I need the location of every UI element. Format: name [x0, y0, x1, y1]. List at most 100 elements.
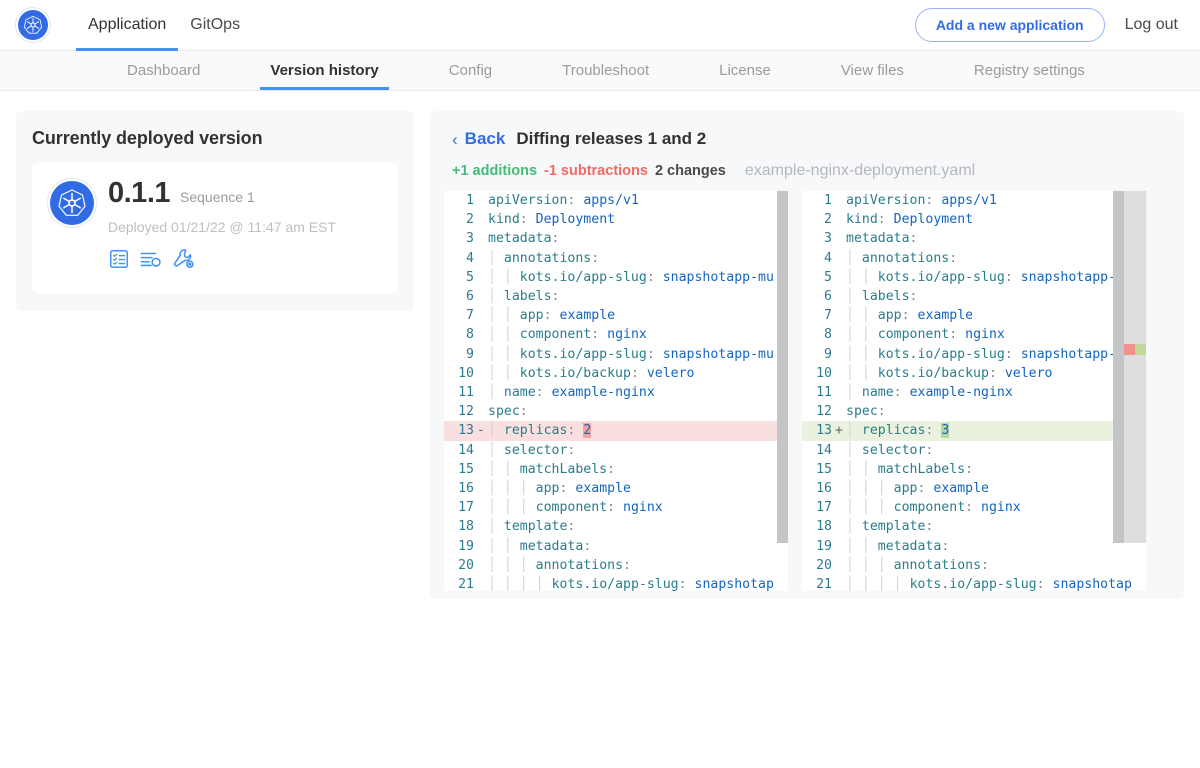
- subtab-troubleshoot[interactable]: Troubleshoot: [556, 51, 655, 90]
- code-text: │ template:: [488, 517, 788, 536]
- code-line: 14 │ selector:: [802, 441, 1146, 460]
- yaml-colon: :: [519, 212, 528, 228]
- diff-pane-right[interactable]: 1 apiVersion: apps/v1 2 kind: Deployment 3 me…: [802, 191, 1146, 591]
- line-number: 5: [466, 269, 474, 285]
- line-number: 18: [816, 519, 832, 535]
- indent-guide: │: [846, 289, 862, 305]
- line-number: 12: [816, 404, 832, 420]
- wrench-troubleshoot-icon[interactable]: [172, 248, 196, 275]
- code-line: 16 │ │ │ app: example: [444, 479, 788, 498]
- indent-guide: │: [861, 269, 878, 285]
- indent-guide: │: [519, 500, 536, 516]
- indent-guide: │: [861, 557, 878, 573]
- yaml-key: kots.io/app-slug: [877, 346, 1005, 362]
- config-checklist-icon[interactable]: [108, 248, 130, 275]
- code-line: 5 │ │ kots.io/app-slug: snapshotapp-mu: [444, 268, 788, 287]
- code-line: 12 spec:: [802, 402, 1146, 421]
- code-text: │ annotations:: [846, 249, 1146, 268]
- line-number: 10: [458, 365, 474, 381]
- yaml-colon: :: [591, 327, 600, 343]
- subtab-dashboard[interactable]: Dashboard: [121, 51, 206, 90]
- yaml-value: velero: [646, 365, 695, 381]
- subtab-license[interactable]: License: [713, 51, 777, 90]
- back-button[interactable]: ‹ Back: [452, 129, 505, 149]
- yaml-value: example: [575, 481, 631, 497]
- add-new-application-button[interactable]: Add a new application: [914, 8, 1105, 42]
- subtab-config[interactable]: Config: [443, 51, 498, 90]
- yaml-colon: :: [1004, 346, 1013, 362]
- indent-guide: │: [488, 327, 504, 343]
- yaml-colon: :: [925, 423, 934, 439]
- diff-marker: [474, 249, 488, 268]
- subtab-version-history[interactable]: Version history: [260, 51, 390, 90]
- diff-marker: [832, 191, 846, 210]
- indent-guide: │: [503, 327, 520, 343]
- yaml-colon: :: [988, 365, 997, 381]
- diff-left-scrollbar[interactable]: [777, 191, 788, 543]
- version-deployed-timestamp: Deployed 01/21/22 @ 11:47 am EST: [108, 219, 336, 235]
- indent-guide: │: [503, 500, 520, 516]
- indent-guide: │: [488, 365, 504, 381]
- diff-overview-ruler[interactable]: [1124, 191, 1146, 543]
- line-number: 16: [458, 481, 474, 497]
- code-text: │ labels:: [488, 287, 788, 306]
- line-number: 14: [816, 442, 832, 458]
- subtab-registry-settings[interactable]: Registry settings: [968, 51, 1091, 90]
- line-number: 6: [824, 289, 832, 305]
- logout-link[interactable]: Log out: [1124, 16, 1178, 33]
- yaml-key: kots.io/app-slug: [909, 577, 1037, 591]
- code-text: │ │ │ annotations:: [846, 556, 1146, 575]
- code-line: 21 │ │ │ │ kots.io/app-slug: snapshotap: [802, 575, 1146, 591]
- diff-title: Diffing releases 1 and 2: [516, 129, 707, 148]
- yaml-key: kind: [488, 212, 520, 228]
- diff-marker: [474, 345, 488, 364]
- indent-guide: │: [877, 577, 894, 591]
- yaml-value: 2: [583, 423, 592, 439]
- code-line: 7 │ │ app: example: [444, 306, 788, 325]
- yaml-colon: :: [925, 519, 934, 535]
- diff-filename: example-nginx-deployment.yaml: [744, 162, 976, 179]
- subtab-view-files[interactable]: View files: [835, 51, 910, 90]
- line-number: 16: [816, 481, 832, 497]
- code-text: │ template:: [846, 517, 1146, 536]
- code-line: 11 │ name: example-nginx: [444, 383, 788, 402]
- yaml-colon: :: [949, 327, 958, 343]
- code-line: 11 │ name: example-nginx: [802, 383, 1146, 402]
- diff-marker: [832, 249, 846, 268]
- indent-guide: │: [846, 577, 862, 591]
- diff-marker: [474, 364, 488, 383]
- code-text: │ │ kots.io/app-slug: snapshotapp-mu: [846, 345, 1146, 364]
- diff-marker: [474, 575, 488, 591]
- code-line: 3 metadata:: [444, 229, 788, 248]
- yaml-key: annotations: [535, 557, 624, 573]
- indent-guide: │: [519, 481, 536, 497]
- diff-pane-left[interactable]: 1 apiVersion: apps/v1 2 kind: Deployment 3 me…: [444, 191, 788, 591]
- code-text: │ │ app: example: [846, 306, 1146, 325]
- line-number: 8: [466, 327, 474, 343]
- diff-marker: [832, 517, 846, 536]
- currently-deployed-version-card: Currently deployed version: [16, 111, 414, 311]
- tab-application[interactable]: Application: [76, 0, 179, 51]
- indent-guide: │: [846, 250, 862, 266]
- log-search-icon[interactable]: [139, 248, 163, 275]
- chevron-left-icon: ‹: [452, 129, 458, 149]
- diff-right-scrollbar[interactable]: [1113, 191, 1124, 543]
- indent-guide: │: [488, 250, 504, 266]
- indent-guide: │: [488, 289, 504, 305]
- yaml-colon: :: [559, 481, 568, 497]
- indent-guide: │: [519, 577, 536, 591]
- code-text: apiVersion: apps/v1: [488, 191, 788, 210]
- yaml-value: snapshotap: [694, 577, 774, 591]
- ruler-mark-addition: [1135, 344, 1146, 355]
- code-text: kind: Deployment: [846, 210, 1146, 229]
- tab-gitops[interactable]: GitOps: [178, 0, 252, 51]
- line-number: 2: [466, 212, 474, 228]
- yaml-key: matchLabels: [519, 461, 608, 477]
- code-line: 13- │ replicas: 2: [444, 421, 788, 441]
- diff-marker: [474, 306, 488, 325]
- code-line: 18 │ template:: [802, 517, 1146, 536]
- code-text: │ │ matchLabels:: [846, 460, 1146, 479]
- diff-header: ‹ Back Diffing releases 1 and 2: [430, 129, 1184, 149]
- diff-marker: [832, 306, 846, 325]
- indent-guide: │: [488, 308, 504, 324]
